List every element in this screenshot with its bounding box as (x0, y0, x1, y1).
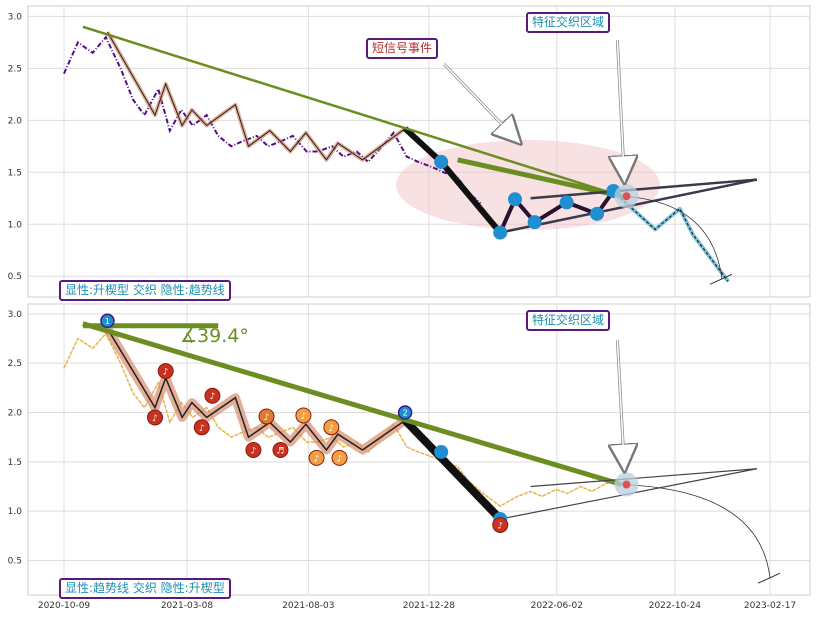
short-signal-label: 短信号事件 (366, 38, 439, 59)
x-tick-label: 2023-02-17 (744, 601, 796, 611)
forecast-arc (621, 484, 771, 579)
signal-marker (258, 408, 275, 425)
y-tick-label: 1.5 (8, 168, 22, 178)
y-tick-label: 2.5 (8, 359, 22, 369)
numbered-point (397, 405, 413, 420)
signal-marker (308, 449, 325, 466)
y-tick-label: 2.5 (8, 64, 22, 74)
signal-marker-label: ♪ (264, 413, 270, 423)
plot-frame (27, 303, 811, 596)
x-tick-label: 2022-06-02 (531, 601, 583, 611)
signal-marker-label: ♪ (199, 424, 205, 434)
trend-point-marker (434, 154, 449, 169)
signal-marker (245, 441, 262, 458)
signal-marker-label: ♪ (210, 392, 216, 402)
signal-marker-label: ♪ (337, 454, 343, 464)
trend-point-marker (559, 195, 574, 210)
signal-marker (295, 407, 312, 424)
numbered-point (100, 313, 115, 329)
y-tick-label: 2.0 (8, 116, 23, 126)
signal-marker (193, 419, 210, 436)
y-tick-label: 1.0 (8, 220, 23, 230)
angle-label: ∡39.4° (180, 325, 249, 347)
legend-label-top: 显性:升楔型 交织 隐性:趋势线 (59, 280, 231, 301)
trend-point-marker (434, 444, 449, 459)
short-signal-arrow-inner (443, 63, 521, 144)
signal-marker-label: ♪ (163, 368, 169, 378)
trend-point-marker (507, 192, 522, 207)
feature-zone-arrow-inner (616, 339, 626, 471)
bottom-panel: 0.5 1.0 1.5 2.0 2.5 3.0 ♪ ♪ ♪ ♪ ♪ ♪ ♬ ♪ ♪ ♪ ♪ ♪ 1 2 2020-10-… (8, 303, 811, 611)
trend-line (82, 321, 623, 487)
y-tick-label: 3.0 (8, 12, 23, 22)
y-tick-label: 1.0 (8, 507, 23, 517)
trend-point-marker (527, 215, 542, 230)
trend-line (82, 25, 622, 198)
signal-marker (492, 516, 509, 533)
numbered-point-label: 2 (403, 409, 408, 418)
pattern-zigzag-line (107, 31, 406, 161)
numbered-point-label: 1 (105, 317, 110, 326)
signal-marker-label: ♪ (251, 446, 257, 456)
feature-zone-dot (622, 192, 631, 201)
signal-marker-label: ♪ (314, 454, 320, 464)
x-tick-label: 2020-10-09 (38, 601, 91, 611)
x-tick-label: 2021-08-03 (282, 601, 334, 611)
trend-point-marker (589, 206, 604, 221)
signal-marker-label: ♬ (276, 446, 284, 456)
price-series (63, 35, 482, 205)
x-tick-label: 2021-12-28 (403, 601, 456, 611)
y-tick-label: 1.5 (8, 458, 22, 468)
pattern-zigzag-line (106, 328, 406, 452)
signal-marker (323, 419, 340, 436)
x-tick-label: 2022-10-24 (649, 601, 702, 611)
signal-marker-label: ♪ (328, 424, 334, 434)
feature-zone-label-top: 特征交织区域 (526, 12, 611, 33)
signal-marker-label: ♪ (497, 521, 503, 531)
legend-label-bottom: 显性:趋势线 交织 隐性:升楔型 (59, 578, 231, 599)
y-tick-label: 0.5 (8, 272, 22, 282)
trend-thick-line (402, 417, 504, 522)
signal-marker-label: ♪ (301, 412, 307, 422)
feature-zone-dot (622, 480, 631, 489)
signal-marker (147, 409, 164, 426)
trend-line-emphasis (457, 157, 623, 199)
forecast-arc-end (709, 273, 733, 285)
signal-marker (204, 387, 221, 404)
forecast-arc-end (757, 572, 781, 584)
signal-marker (157, 363, 174, 380)
trend-point-marker (493, 225, 508, 240)
feature-zone-arrow-inner (616, 39, 626, 183)
signal-marker (272, 441, 289, 458)
y-tick-label: 2.0 (8, 409, 23, 419)
y-tick-label: 3.0 (8, 310, 23, 320)
y-tick-label: 0.5 (8, 556, 22, 566)
forecast-arc (621, 195, 723, 280)
feature-zone-label-bottom: 特征交织区域 (526, 310, 611, 331)
x-tick-label: 2021-03-08 (161, 601, 214, 611)
wedge-upper-line (530, 178, 757, 200)
signal-marker-label: ♪ (152, 414, 158, 424)
wedge-upper-line (530, 468, 757, 488)
signal-marker (331, 449, 348, 466)
